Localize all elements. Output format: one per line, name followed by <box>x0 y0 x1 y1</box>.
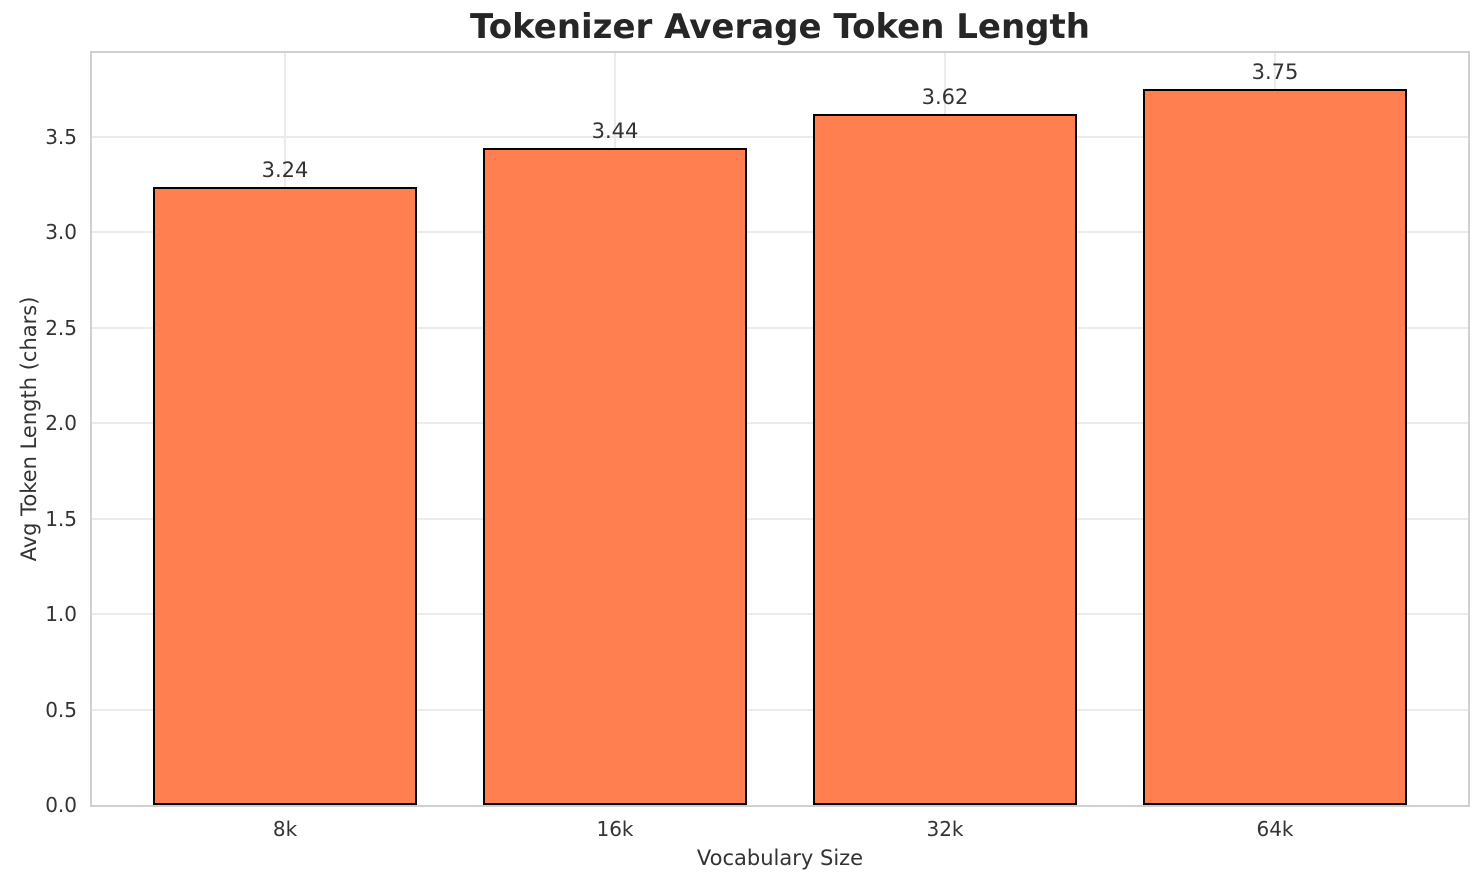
y-tick-label: 3.5 <box>45 124 77 149</box>
h-gridline <box>92 135 1468 138</box>
x-tick-label: 8k <box>272 817 298 841</box>
y-tick-label: 1.0 <box>45 602 77 627</box>
bar-value-label: 3.62 <box>921 85 969 110</box>
bar-value-label: 3.24 <box>261 157 309 182</box>
chart-title: Tokenizer Average Token Length <box>470 7 1090 47</box>
bar <box>153 186 417 805</box>
bar <box>1143 89 1407 805</box>
x-tick-label: 64k <box>1256 817 1294 841</box>
y-tick-label: 3.0 <box>45 220 77 245</box>
plot-area <box>90 51 1470 807</box>
x-tick-label: 16k <box>596 817 634 841</box>
x-tick-label: 32k <box>926 817 964 841</box>
y-tick-label: 1.5 <box>45 506 77 531</box>
x-axis-label: Vocabulary Size <box>696 846 864 870</box>
y-tick-label: 2.0 <box>45 411 77 436</box>
bar <box>813 114 1077 805</box>
h-gridline <box>92 708 1468 711</box>
h-gridline <box>92 326 1468 329</box>
bar-value-label: 3.44 <box>591 119 639 144</box>
bar <box>483 148 747 805</box>
h-gridline <box>92 613 1468 616</box>
y-tick-label: 0.0 <box>45 793 77 817</box>
h-gridline <box>92 231 1468 234</box>
y-tick-label: 2.5 <box>45 315 77 340</box>
y-tick-label: 0.5 <box>45 697 77 722</box>
h-gridline <box>92 422 1468 425</box>
bar-value-label: 3.75 <box>1251 60 1299 85</box>
h-gridline <box>92 517 1468 520</box>
